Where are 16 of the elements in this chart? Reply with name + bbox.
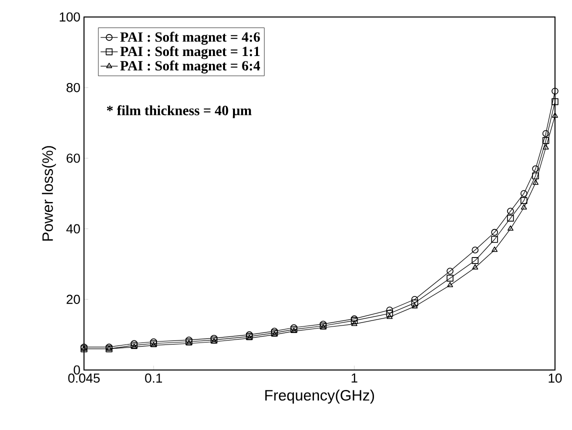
legend-label: PAI : Soft magnet = 1:1 xyxy=(120,46,260,60)
legend-label: PAI : Soft magnet = 4:6 xyxy=(120,32,260,45)
x-tick-label: 0.045 xyxy=(68,374,100,383)
y-tick-label: 100 xyxy=(60,12,80,22)
legend-label: PAI : Soft magnet = 6:4 xyxy=(120,60,260,74)
x-tick-label: 10 xyxy=(548,374,562,383)
annotation: * film thickness = 40 μm xyxy=(106,105,252,118)
y-tick-label: 0 xyxy=(74,365,80,375)
y-tick-label: 20 xyxy=(66,294,80,304)
x-axis-title: Frequency(GHz) xyxy=(265,390,374,404)
y-tick-label: 60 xyxy=(66,154,80,163)
y-tick-label: 80 xyxy=(66,82,80,92)
y-axis-title: Power loss(%) xyxy=(42,146,56,241)
y-tick-label: 40 xyxy=(66,224,80,234)
x-tick-label: 0.1 xyxy=(145,374,162,383)
x-tick-label: 1 xyxy=(352,374,358,382)
